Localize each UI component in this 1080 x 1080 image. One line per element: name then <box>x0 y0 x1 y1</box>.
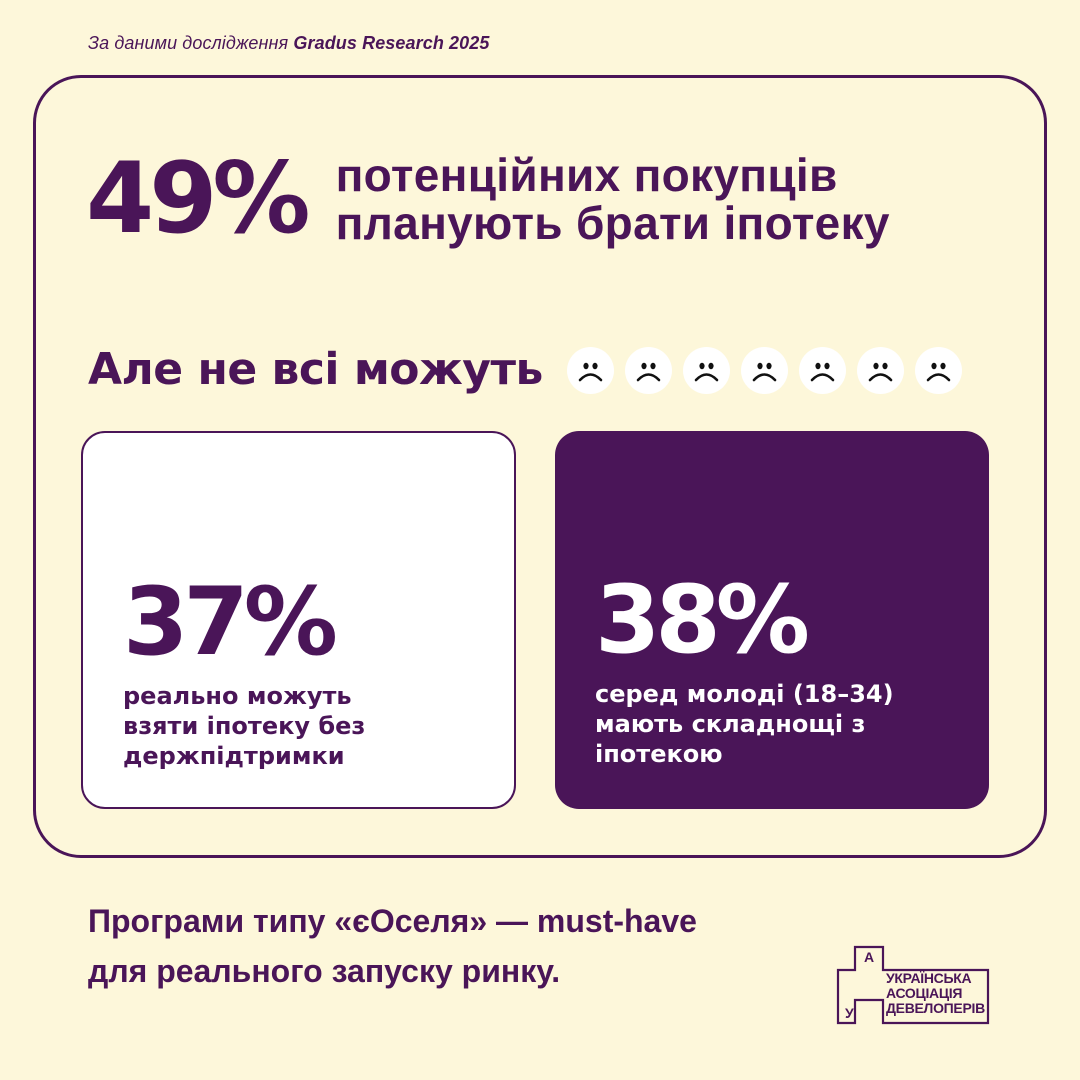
hero-stat: 49% потенційних покупців планують брати … <box>86 150 890 248</box>
hero-line-2: планують брати іпотеку <box>335 197 890 249</box>
card-line: іпотекою <box>595 740 723 768</box>
card-line: серед молоді (18–34) <box>595 680 894 708</box>
card-line: мають складнощі з <box>595 710 866 738</box>
sad-face-icon <box>856 346 904 394</box>
stat-card-youth: 38% серед молоді (18–34) мають складнощі… <box>555 431 989 809</box>
sad-face-icon <box>798 346 846 394</box>
logo-outline-icon <box>836 945 990 1025</box>
uad-logo: А У УКРАЇНСЬКА АСОЦІАЦІЯ ДЕВЕЛОПЕРІВ <box>836 944 994 1026</box>
sad-face-icon <box>624 346 672 394</box>
subheading-row: Але не всі можуть <box>88 340 962 400</box>
subheading-title: Але не всі можуть <box>88 344 543 395</box>
logo-name-line: УКРАЇНСЬКА <box>886 970 972 986</box>
sad-face-icon <box>682 346 730 394</box>
footer-conclusion: Програми типу «єОселя» — must-have для р… <box>88 896 808 996</box>
main-frame <box>33 75 1047 858</box>
logo-letter-top: А <box>864 949 875 965</box>
source-caption: За даними дослідження Gradus Research 20… <box>88 33 490 54</box>
card-line: держпідтримки <box>123 742 345 770</box>
card-percent: 38% <box>595 566 810 675</box>
stat-card-no-support: 37% реально можуть взяти іпотеку без дер… <box>81 431 516 809</box>
sad-face-icon <box>566 346 614 394</box>
hero-percent: 49% <box>86 142 311 256</box>
source-prefix: За даними дослідження <box>88 33 294 53</box>
logo-name-line: АСОЦІАЦІЯ <box>886 985 963 1001</box>
sad-face-icon <box>914 346 962 394</box>
card-description: реально можуть взяти іпотеку без держпід… <box>123 681 483 771</box>
hero-description: потенційних покупців планують брати іпот… <box>336 151 890 247</box>
footer-line-1: Програми типу «єОселя» — must-have <box>88 903 697 939</box>
card-line: взяти іпотеку без <box>123 712 366 740</box>
source-name: Gradus Research 2025 <box>293 33 490 53</box>
hero-line-1: потенційних покупців <box>335 149 838 201</box>
sad-face-icon <box>740 346 788 394</box>
card-description: серед молоді (18–34) мають складнощі з і… <box>595 679 955 769</box>
sad-faces-row <box>566 346 962 394</box>
logo-name-line: ДЕВЕЛОПЕРІВ <box>886 1000 985 1016</box>
card-line: реально можуть <box>123 682 352 710</box>
logo-letter-bottom: У <box>845 1005 854 1021</box>
footer-line-2: для реального запуску ринку. <box>88 953 561 989</box>
logo-name: УКРАЇНСЬКА АСОЦІАЦІЯ ДЕВЕЛОПЕРІВ <box>886 971 985 1016</box>
card-percent: 37% <box>123 568 338 677</box>
